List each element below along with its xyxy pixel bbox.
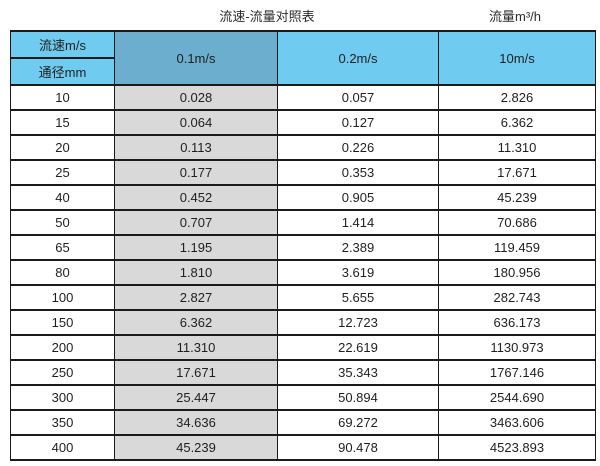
table-body: 10 0.028 0.057 2.826 15 0.064 0.127 6.362 20 0.11… xyxy=(10,84,596,461)
flow-value-cell: 6.362 xyxy=(438,109,596,136)
table-row: 400 45.239 90.478 4523.893 xyxy=(10,434,596,461)
diameter-cell: 300 xyxy=(10,384,115,411)
flow-value-cell: 0.353 xyxy=(277,159,439,186)
flow-rate-table: 流速m/s 0.1m/s 0.2m/s 10m/s 通径mm 10 0.028 0.… xyxy=(10,30,596,461)
diameter-cell: 10 xyxy=(10,84,115,111)
flow-value-cell: 2.389 xyxy=(277,234,439,261)
column-header-10ms: 10m/s xyxy=(438,30,596,86)
diameter-cell: 150 xyxy=(10,309,115,336)
diameter-cell: 400 xyxy=(10,434,115,461)
table-row: 150 6.362 12.723 636.173 xyxy=(10,309,596,336)
diameter-cell: 350 xyxy=(10,409,115,436)
table-row: 80 1.810 3.619 180.956 xyxy=(10,259,596,286)
flow-value-cell: 1130.973 xyxy=(438,334,596,361)
column-header-0-1ms: 0.1m/s xyxy=(114,30,278,86)
flow-value-cell: 119.459 xyxy=(438,234,596,261)
flow-value-cell: 3463.606 xyxy=(438,409,596,436)
flow-value-cell: 22.619 xyxy=(277,334,439,361)
flow-value-cell: 17.671 xyxy=(438,159,596,186)
diameter-cell: 250 xyxy=(10,359,115,386)
flow-value-cell: 1.810 xyxy=(114,259,278,286)
table-row: 50 0.707 1.414 70.686 xyxy=(10,209,596,236)
flow-value-cell: 1767.146 xyxy=(438,359,596,386)
flow-value-cell: 2.826 xyxy=(438,84,596,111)
flow-value-cell: 70.686 xyxy=(438,209,596,236)
flow-value-cell: 0.707 xyxy=(114,209,278,236)
table-row: 65 1.195 2.389 119.459 xyxy=(10,234,596,261)
diameter-cell: 200 xyxy=(10,334,115,361)
flow-value-cell: 282.743 xyxy=(438,284,596,311)
flow-value-cell: 11.310 xyxy=(438,134,596,161)
flow-value-cell: 180.956 xyxy=(438,259,596,286)
table-title: 流速-流量对照表 xyxy=(219,9,315,24)
flow-value-cell: 0.057 xyxy=(277,84,439,111)
table-row: 40 0.452 0.905 45.239 xyxy=(10,184,596,211)
flow-value-cell: 0.113 xyxy=(114,134,278,161)
flow-value-cell: 5.655 xyxy=(277,284,439,311)
flow-value-cell: 69.272 xyxy=(277,409,439,436)
corner-diameter-label: 通径mm xyxy=(10,57,115,86)
flow-value-cell: 1.195 xyxy=(114,234,278,261)
flow-value-cell: 50.894 xyxy=(277,384,439,411)
flow-value-cell: 0.226 xyxy=(277,134,439,161)
column-header-0-2ms: 0.2m/s xyxy=(277,30,439,86)
diameter-cell: 100 xyxy=(10,284,115,311)
table-row: 20 0.113 0.226 11.310 xyxy=(10,134,596,161)
diameter-cell: 40 xyxy=(10,184,115,211)
table-row: 25 0.177 0.353 17.671 xyxy=(10,159,596,186)
flow-value-cell: 0.177 xyxy=(114,159,278,186)
flow-value-cell: 6.362 xyxy=(114,309,278,336)
flow-value-cell: 0.028 xyxy=(114,84,278,111)
flow-value-cell: 25.447 xyxy=(114,384,278,411)
diameter-cell: 65 xyxy=(10,234,115,261)
flow-value-cell: 0.905 xyxy=(277,184,439,211)
flow-value-cell: 4523.893 xyxy=(438,434,596,461)
table-row: 200 11.310 22.619 1130.973 xyxy=(10,334,596,361)
flow-value-cell: 12.723 xyxy=(277,309,439,336)
diameter-cell: 15 xyxy=(10,109,115,136)
flow-value-cell: 0.127 xyxy=(277,109,439,136)
flow-value-cell: 11.310 xyxy=(114,334,278,361)
flow-value-cell: 1.414 xyxy=(277,209,439,236)
table-row: 10 0.028 0.057 2.826 xyxy=(10,84,596,111)
flow-value-cell: 3.619 xyxy=(277,259,439,286)
flow-value-cell: 17.671 xyxy=(114,359,278,386)
flow-value-cell: 0.064 xyxy=(114,109,278,136)
header-row-bottom: 通径mm xyxy=(10,57,596,86)
header-row-top: 流速m/s 0.1m/s 0.2m/s 10m/s xyxy=(10,30,596,86)
diameter-cell: 25 xyxy=(10,159,115,186)
flow-value-cell: 0.452 xyxy=(114,184,278,211)
corner-velocity-label: 流速m/s xyxy=(10,30,115,59)
flow-value-cell: 45.239 xyxy=(438,184,596,211)
flow-unit-label: 流量m³/h xyxy=(488,9,542,24)
diameter-cell: 80 xyxy=(10,259,115,286)
flow-value-cell: 2544.690 xyxy=(438,384,596,411)
diameter-cell: 50 xyxy=(10,209,115,236)
diameter-cell: 20 xyxy=(10,134,115,161)
flow-value-cell: 90.478 xyxy=(277,434,439,461)
flow-value-cell: 34.636 xyxy=(114,409,278,436)
table-row: 350 34.636 69.272 3463.606 xyxy=(10,409,596,436)
table-row: 100 2.827 5.655 282.743 xyxy=(10,284,596,311)
table-row: 300 25.447 50.894 2544.690 xyxy=(10,384,596,411)
table-row: 15 0.064 0.127 6.362 xyxy=(10,109,596,136)
flow-value-cell: 2.827 xyxy=(114,284,278,311)
table-row: 250 17.671 35.343 1767.146 xyxy=(10,359,596,386)
flow-value-cell: 636.173 xyxy=(438,309,596,336)
flow-value-cell: 35.343 xyxy=(277,359,439,386)
flow-value-cell: 45.239 xyxy=(114,434,278,461)
